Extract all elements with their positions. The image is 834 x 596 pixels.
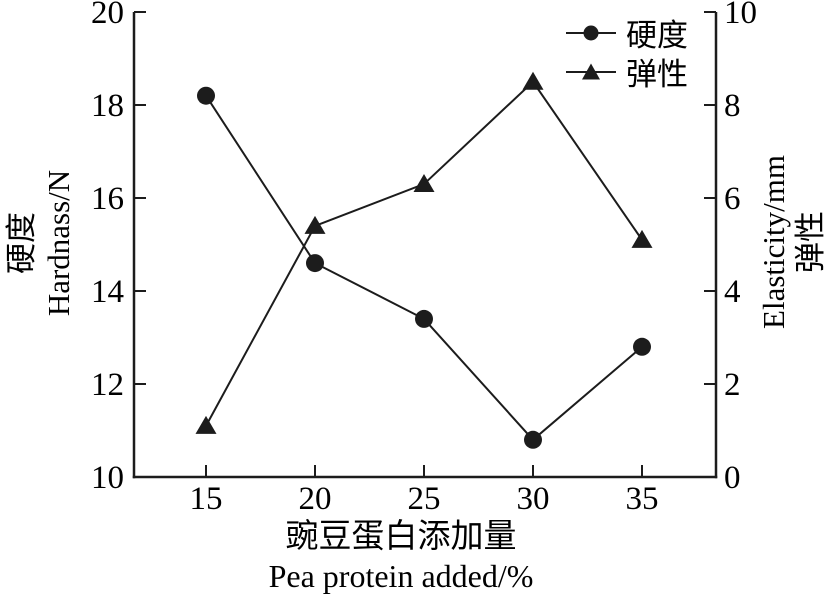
series-elasticity-triangle-marker <box>631 229 653 248</box>
right-axis-title-zh: 弹性 <box>793 211 828 274</box>
x-axis-title-zh: 豌豆蛋白添加量 <box>285 519 517 555</box>
series-hardness <box>197 86 651 449</box>
series-elasticity <box>195 71 653 434</box>
series-elasticity-triangle-marker <box>413 174 435 193</box>
right-tick-label: 2 <box>724 367 741 403</box>
legend: 硬度 弹性 <box>566 13 688 92</box>
x-tick-label: 15 <box>190 481 223 517</box>
series-hardness-circle-marker <box>633 337 651 356</box>
series-elasticity-triangle-marker <box>304 215 326 234</box>
right-tick-label: 4 <box>724 274 741 310</box>
x-tick-label: 30 <box>517 481 550 517</box>
x-tick-label: 25 <box>408 481 441 517</box>
series-elasticity-triangle-marker <box>195 415 217 434</box>
series-hardness-circle-marker <box>306 254 324 273</box>
left-axis-title-zh: 硬度 <box>4 212 39 275</box>
series-elasticity-triangle-marker <box>522 71 544 90</box>
legend-label-elasticity: 弹性 <box>626 57 688 92</box>
right-axis-title-en: Elasticity/mm <box>756 155 791 329</box>
legend-item-hardness: 硬度 <box>566 13 688 53</box>
right-tick-label: 8 <box>724 88 741 124</box>
right-tick-label: 10 <box>724 0 757 31</box>
series-hardness-circle-marker <box>415 309 433 328</box>
series-hardness-circle-marker <box>524 430 542 449</box>
left-axis-title: 硬度 Hardnass/N <box>3 170 77 316</box>
legend-label-hardness: 硬度 <box>626 18 688 53</box>
series-hardness-line <box>205 95 643 442</box>
legend-circle-marker-icon <box>566 25 616 40</box>
series-elasticity-line <box>205 80 643 427</box>
right-tick-label: 6 <box>724 181 741 217</box>
left-tick-label: 16 <box>91 181 124 217</box>
left-tick-label: 14 <box>91 274 124 310</box>
left-tick-label: 20 <box>91 0 124 31</box>
left-tick-label: 12 <box>91 367 124 403</box>
left-tick-label: 18 <box>91 88 124 124</box>
series-hardness-circle-marker <box>197 86 215 105</box>
x-tick-label: 35 <box>626 481 659 517</box>
left-tick-label: 10 <box>91 460 124 496</box>
right-tick-label: 0 <box>724 460 741 496</box>
x-axis-title: 豌豆蛋白添加量 Pea protein added/% <box>269 517 534 595</box>
x-axis-title-en: Pea protein added/% <box>268 558 534 594</box>
left-axis-title-en: Hardnass/N <box>41 169 76 317</box>
x-tick-label: 20 <box>299 481 332 517</box>
right-axis-title: Elasticity/mm 弹性 <box>755 155 829 329</box>
legend-triangle-marker-icon <box>566 63 616 79</box>
legend-item-elasticity: 弹性 <box>566 52 688 92</box>
